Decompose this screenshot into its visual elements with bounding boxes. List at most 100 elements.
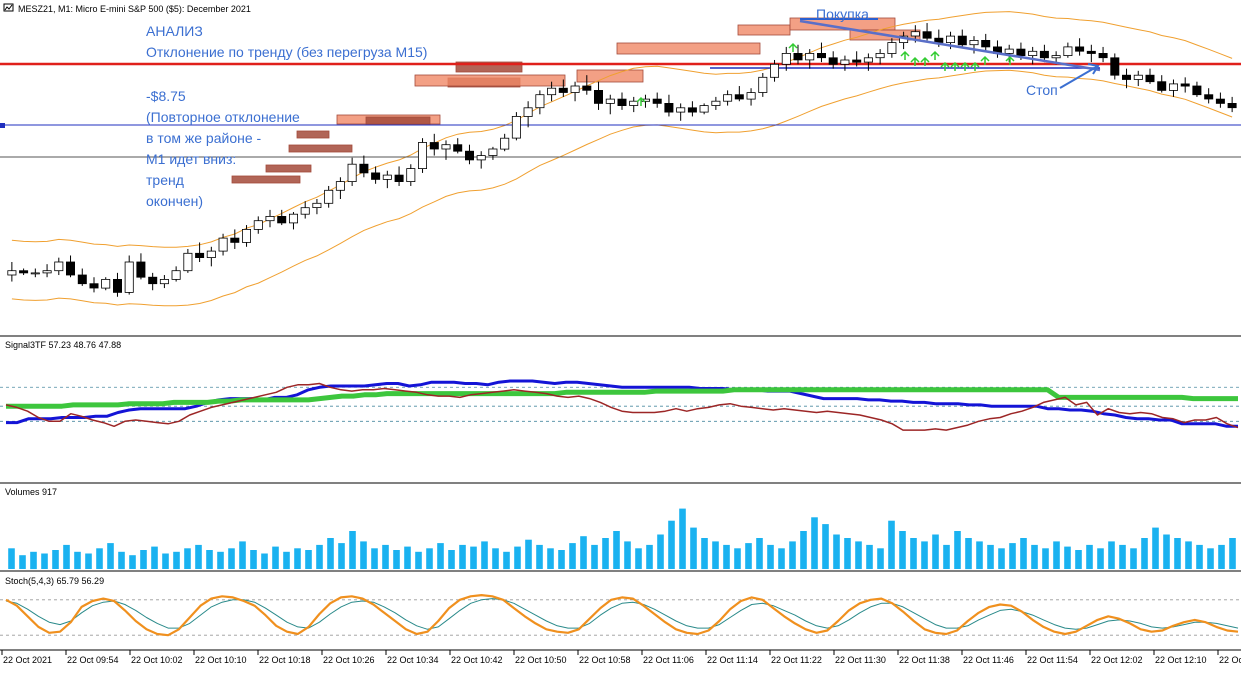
volume-bar	[613, 531, 620, 569]
buy-label: Покупка	[816, 6, 869, 22]
volume-bar	[899, 531, 906, 569]
result-note-line-1: (Повторное отклонение	[146, 109, 300, 125]
volume-bar	[459, 544, 466, 569]
stochastic-pane	[0, 594, 1241, 637]
candle-body	[511, 116, 521, 139]
candle-body	[687, 107, 697, 113]
candle-body	[101, 278, 111, 289]
lower-band	[11, 69, 1233, 307]
volume-pane	[8, 508, 1236, 570]
candle-body	[171, 270, 181, 280]
candle-body	[417, 142, 427, 170]
time-tick-label: 22 Oct 10:58	[579, 655, 631, 665]
candle-body	[558, 87, 568, 93]
volume-bar	[1108, 541, 1115, 569]
stochastic-label: Stoch(5,4,3) 65.79 56.29	[5, 576, 104, 586]
candle-body	[476, 155, 486, 161]
candle-body	[230, 237, 240, 243]
chart-line-icon	[4, 4, 13, 11]
time-tick-label: 22 Oct 10:26	[323, 655, 375, 665]
up-arrow-icon	[900, 50, 910, 60]
volume-bar	[833, 534, 840, 569]
volume-bar	[250, 550, 257, 569]
up-arrow-icon	[970, 61, 980, 71]
up-arrow-icon	[920, 56, 930, 66]
candle-body	[840, 59, 850, 65]
time-tick-label: 22 Oct 12:10	[1155, 655, 1207, 665]
volume-bar	[415, 551, 422, 570]
candle-body	[1227, 103, 1237, 109]
candle-body	[535, 94, 545, 109]
candle-body	[1063, 46, 1073, 57]
time-tick-label: 22 Oct 10:18	[259, 655, 311, 665]
window-title[interactable]: MESZ21, M1: Micro E-mini S&P 500 ($5): D…	[3, 3, 251, 14]
volume-bar	[767, 544, 774, 569]
signal-series-red	[5, 382, 1239, 431]
candle-body	[253, 220, 263, 230]
signal-series-green	[6, 387, 1238, 409]
candle-body	[699, 105, 709, 113]
volume-bar	[1042, 548, 1049, 569]
time-tick-label: 22 Oct 12:02	[1091, 655, 1143, 665]
volume-bar	[778, 548, 785, 569]
candle-body	[382, 174, 392, 180]
candle-body	[277, 215, 287, 224]
volume-bar	[118, 551, 125, 570]
volume-bar	[998, 548, 1005, 569]
candle-body	[429, 142, 439, 150]
volume-bar	[1207, 548, 1214, 569]
up-arrow-icon	[940, 61, 950, 71]
volume-bar	[1053, 541, 1060, 569]
time-tick-label: 22 Oct 11:54	[1027, 655, 1078, 665]
volume-bar	[1086, 544, 1093, 569]
volume-bar	[294, 548, 301, 569]
candle-body	[1004, 48, 1014, 54]
up-arrow-icon	[788, 42, 798, 52]
candle-body	[453, 144, 463, 152]
candle-body	[969, 40, 979, 46]
candle-body	[711, 100, 721, 106]
analysis-title: АНАЛИЗ	[146, 23, 203, 39]
volume-bar	[1009, 543, 1016, 569]
candle-body	[136, 261, 146, 278]
volume-bar	[602, 538, 609, 570]
volume-bar	[393, 550, 400, 569]
candle-body	[723, 94, 733, 102]
time-tick-label: 22 Oct 11:30	[835, 655, 886, 665]
candle-body	[875, 53, 885, 59]
volume-bar	[404, 546, 411, 569]
candle-body	[500, 137, 510, 150]
volume-bar	[855, 541, 862, 569]
candle-body	[629, 100, 639, 106]
zone-3	[296, 130, 330, 139]
volume-bar	[1174, 538, 1181, 570]
volume-bar	[624, 541, 631, 569]
volume-bar	[239, 541, 246, 569]
candle-body	[1122, 74, 1132, 80]
zone-8	[414, 74, 566, 87]
time-tick-label: 22 Oct 11:06	[643, 655, 694, 665]
volume-bar	[162, 553, 169, 569]
chart-window-icon	[3, 3, 14, 12]
candle-body	[805, 53, 815, 61]
buy-signal-arrows	[636, 42, 1015, 106]
candle-body	[957, 35, 967, 46]
volume-bar	[822, 524, 829, 569]
volume-bar	[877, 548, 884, 569]
volume-bar	[1031, 544, 1038, 569]
volume-bar	[866, 544, 873, 569]
volume-bar	[349, 531, 356, 569]
candle-body	[746, 92, 756, 100]
stoch-series-orange	[5, 594, 1239, 637]
candle-body	[922, 31, 932, 39]
candle-body	[652, 98, 662, 104]
candle-body	[887, 42, 897, 54]
candle-body	[934, 37, 944, 43]
volume-bar	[932, 534, 939, 569]
signal3tf-label: Signal3TF 57.23 48.76 47.88	[5, 340, 121, 350]
candle-body	[19, 270, 29, 274]
time-tick-label: 22 Oct 10:10	[195, 655, 247, 665]
volume-bar	[129, 555, 136, 569]
candle-body	[664, 103, 674, 113]
result-note-line-5: окончен)	[146, 193, 203, 209]
